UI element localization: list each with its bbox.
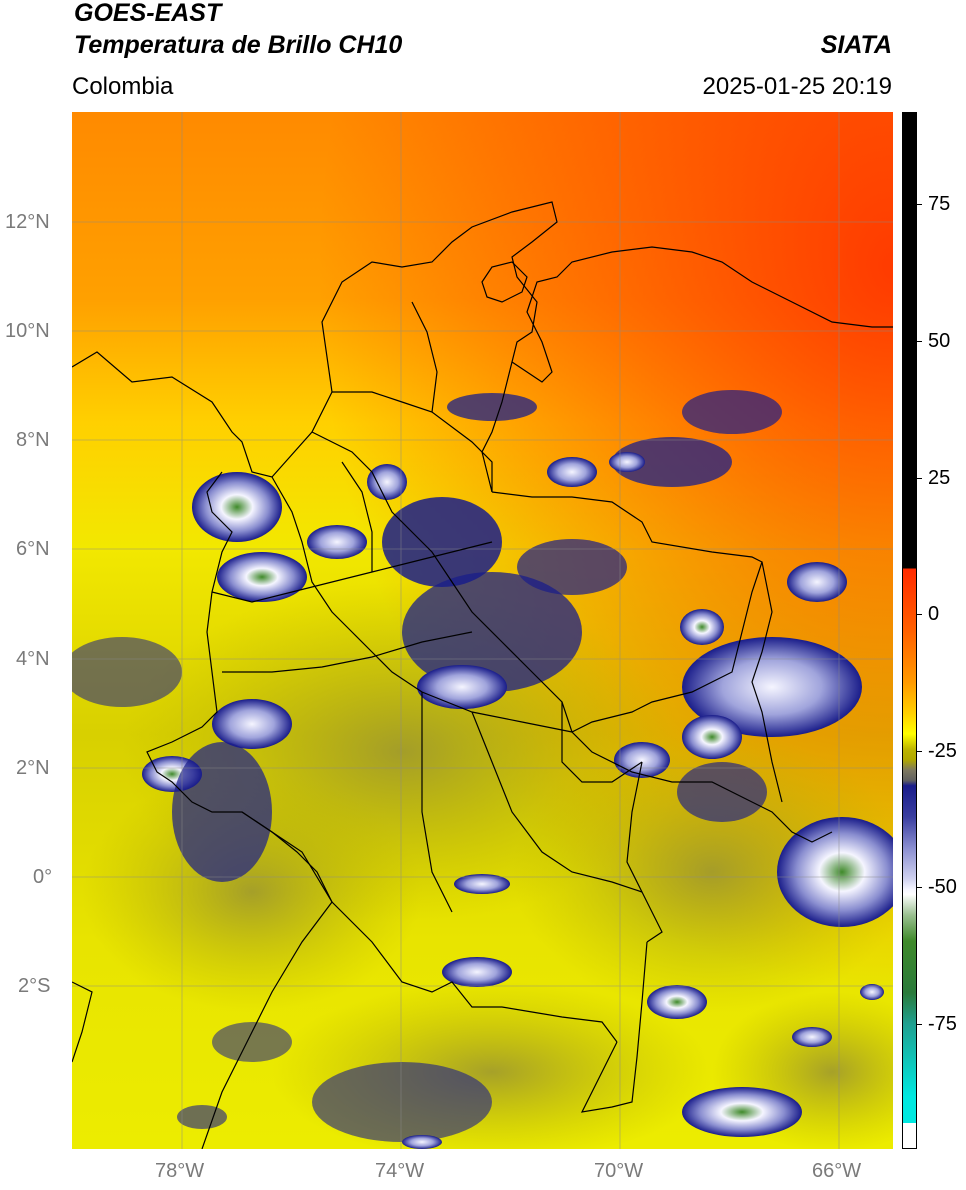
colorbar-tick bbox=[917, 614, 922, 615]
lat-label: 0° bbox=[33, 866, 53, 888]
lat-label: 2°N bbox=[16, 757, 50, 779]
colorbar-tick bbox=[917, 204, 922, 205]
colorbar-label: -50 bbox=[928, 876, 957, 898]
lat-label: 4°N bbox=[16, 648, 50, 670]
agency-label: SIATA bbox=[820, 31, 892, 59]
colorbar-label: -75 bbox=[928, 1013, 957, 1035]
colorbar-label: 0 bbox=[928, 603, 940, 625]
colorbar-tick bbox=[917, 751, 922, 752]
lon-label: 66°W bbox=[812, 1160, 862, 1182]
colorbar-label: 25 bbox=[928, 467, 951, 489]
satellite-title: GOES-EAST bbox=[74, 0, 222, 27]
colorbar-label: 75 bbox=[928, 193, 951, 215]
lat-label: 6°N bbox=[16, 538, 50, 560]
map-canvas bbox=[72, 112, 893, 1149]
datetime-label: 2025-01-25 20:19 bbox=[702, 73, 893, 100]
colorbar-tick bbox=[917, 341, 922, 342]
lon-label: 78°W bbox=[155, 1160, 205, 1182]
lon-label: 74°W bbox=[375, 1160, 425, 1182]
colorbar-label: 50 bbox=[928, 330, 951, 352]
colorbar-label: -25 bbox=[928, 740, 957, 762]
borders bbox=[72, 201, 893, 1149]
colorbar bbox=[902, 112, 917, 1149]
lon-label: 70°W bbox=[594, 1160, 644, 1182]
gridlines bbox=[72, 112, 893, 1149]
colorbar-tick bbox=[917, 887, 922, 888]
product-title: Temperatura de Brillo CH10 bbox=[74, 31, 403, 59]
colorbar-tick bbox=[917, 478, 922, 479]
lat-label: 2°S bbox=[18, 975, 51, 997]
satellite-map bbox=[72, 112, 893, 1149]
colorbar-tick bbox=[917, 1024, 922, 1025]
lat-label: 10°N bbox=[5, 320, 50, 342]
lat-label: 8°N bbox=[16, 429, 50, 451]
region-label: Colombia bbox=[72, 73, 174, 100]
lat-label: 12°N bbox=[5, 211, 50, 233]
